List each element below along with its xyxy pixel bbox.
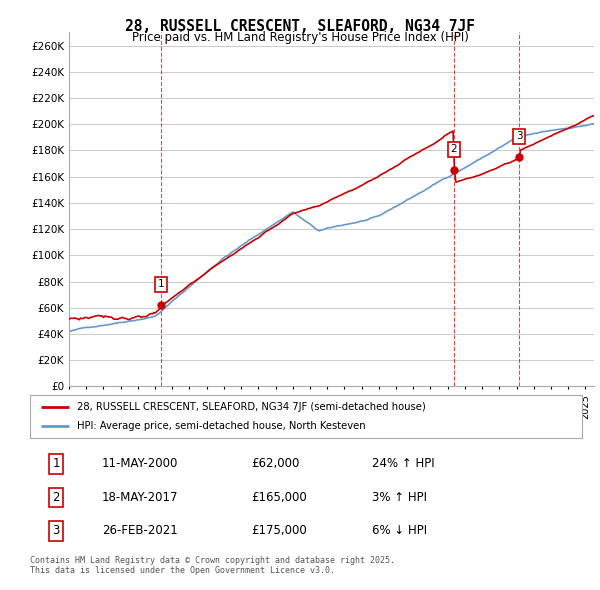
Text: 28, RUSSELL CRESCENT, SLEAFORD, NG34 7JF (semi-detached house): 28, RUSSELL CRESCENT, SLEAFORD, NG34 7JF…: [77, 402, 425, 412]
Text: 1: 1: [158, 280, 164, 290]
Text: £165,000: £165,000: [251, 491, 307, 504]
Text: 11-MAY-2000: 11-MAY-2000: [102, 457, 178, 470]
Text: 3: 3: [516, 131, 523, 141]
Text: HPI: Average price, semi-detached house, North Kesteven: HPI: Average price, semi-detached house,…: [77, 421, 365, 431]
Text: 2: 2: [451, 145, 457, 155]
Text: 2: 2: [52, 491, 59, 504]
Text: 6% ↓ HPI: 6% ↓ HPI: [372, 525, 427, 537]
Text: 26-FEB-2021: 26-FEB-2021: [102, 525, 178, 537]
Text: Contains HM Land Registry data © Crown copyright and database right 2025.
This d: Contains HM Land Registry data © Crown c…: [30, 556, 395, 575]
Text: £62,000: £62,000: [251, 457, 299, 470]
Text: 24% ↑ HPI: 24% ↑ HPI: [372, 457, 435, 470]
Text: £175,000: £175,000: [251, 525, 307, 537]
Text: 1: 1: [52, 457, 59, 470]
Text: 3: 3: [52, 525, 59, 537]
Text: 28, RUSSELL CRESCENT, SLEAFORD, NG34 7JF: 28, RUSSELL CRESCENT, SLEAFORD, NG34 7JF: [125, 19, 475, 34]
Text: 18-MAY-2017: 18-MAY-2017: [102, 491, 178, 504]
Text: 3% ↑ HPI: 3% ↑ HPI: [372, 491, 427, 504]
Text: Price paid vs. HM Land Registry's House Price Index (HPI): Price paid vs. HM Land Registry's House …: [131, 31, 469, 44]
